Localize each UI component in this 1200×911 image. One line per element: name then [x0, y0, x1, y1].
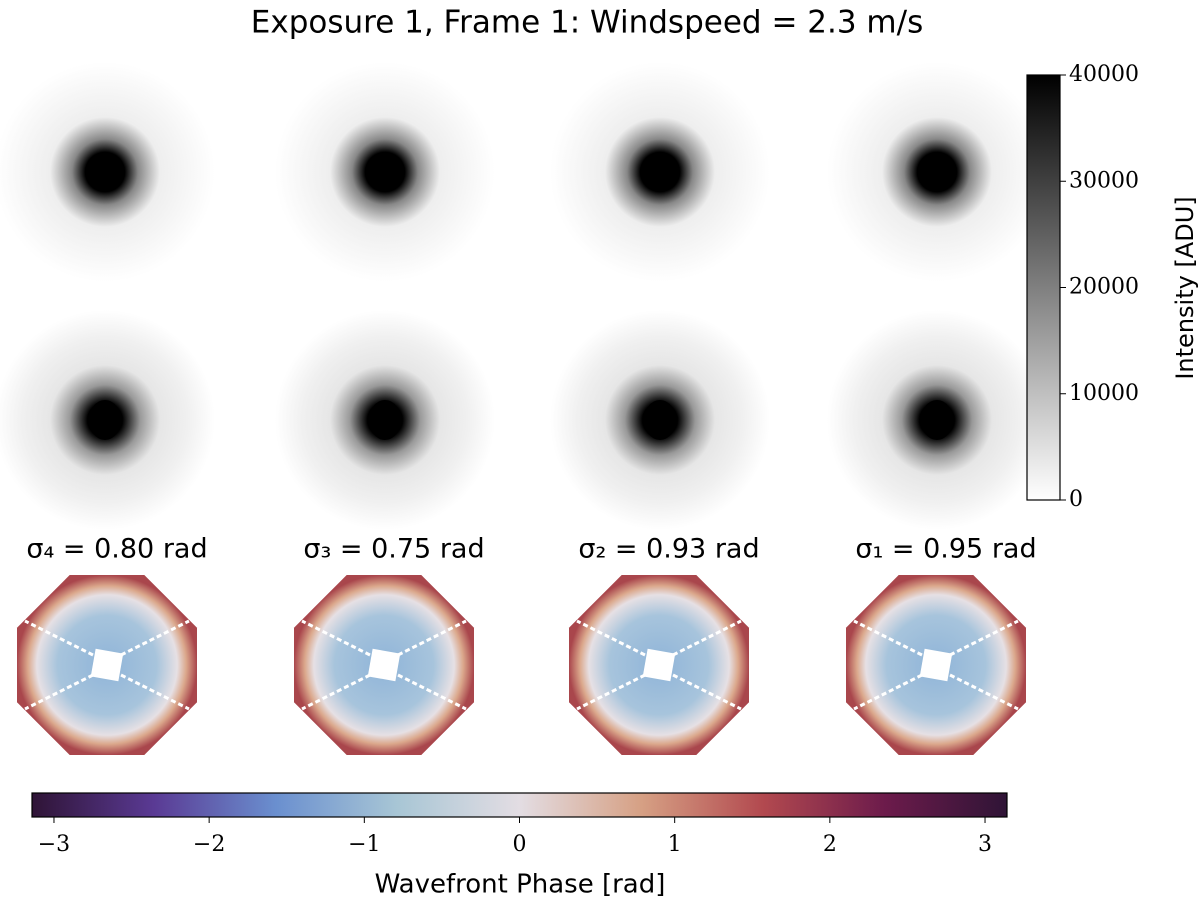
psf-core [921, 400, 953, 440]
tick-label: 0 [1069, 487, 1083, 512]
tick-label: 1 [668, 832, 682, 857]
tick-label: 10000 [1069, 381, 1139, 406]
colorbar-label: Wavefront Phase [rad] [375, 870, 666, 900]
psf-core [89, 400, 121, 440]
spider [397, 619, 467, 657]
tick-label: 0 [513, 832, 527, 857]
obscuration [642, 648, 676, 682]
tick-label: 30000 [1069, 168, 1139, 193]
spider [853, 619, 923, 657]
psf-core [644, 400, 676, 440]
tick-label: −3 [38, 832, 70, 857]
colorbar [31, 792, 1008, 818]
spider [120, 619, 190, 657]
psf-core [369, 152, 401, 192]
wavefront-label: σ₁ = 0.95 rad [855, 534, 1036, 565]
wavefront-label: σ₃ = 0.75 rad [303, 534, 484, 565]
spider [397, 673, 467, 711]
obscuration [919, 648, 953, 682]
spider [949, 619, 1019, 657]
tick-label: 40000 [1069, 62, 1139, 87]
tick-label: 3 [978, 832, 992, 857]
colorbar-label: Intensity [ADU] [1171, 196, 1199, 379]
spider [576, 619, 646, 657]
obscuration [367, 648, 401, 682]
spider [24, 673, 94, 711]
title: Exposure 1, Frame 1: Windspeed = 2.3 m/s [251, 5, 923, 41]
spider [949, 673, 1019, 711]
tick-label: −1 [348, 832, 380, 857]
tick-label: −2 [193, 832, 225, 857]
psf-core [921, 152, 953, 192]
psf-core [89, 152, 121, 192]
spider [120, 673, 190, 711]
obscuration [90, 648, 124, 682]
spider [301, 619, 371, 657]
wavefront-label: σ₂ = 0.93 rad [578, 534, 759, 565]
psf-core [644, 152, 676, 192]
tick-label: 2 [823, 832, 837, 857]
wavefront-label: σ₄ = 0.80 rad [26, 534, 207, 565]
spider [853, 673, 923, 711]
spider [576, 673, 646, 711]
spider [24, 619, 94, 657]
spider [301, 673, 371, 711]
spider [672, 619, 742, 657]
colorbar [1026, 74, 1061, 501]
spider [672, 673, 742, 711]
psf-core [369, 400, 401, 440]
tick-label: 20000 [1069, 275, 1139, 300]
